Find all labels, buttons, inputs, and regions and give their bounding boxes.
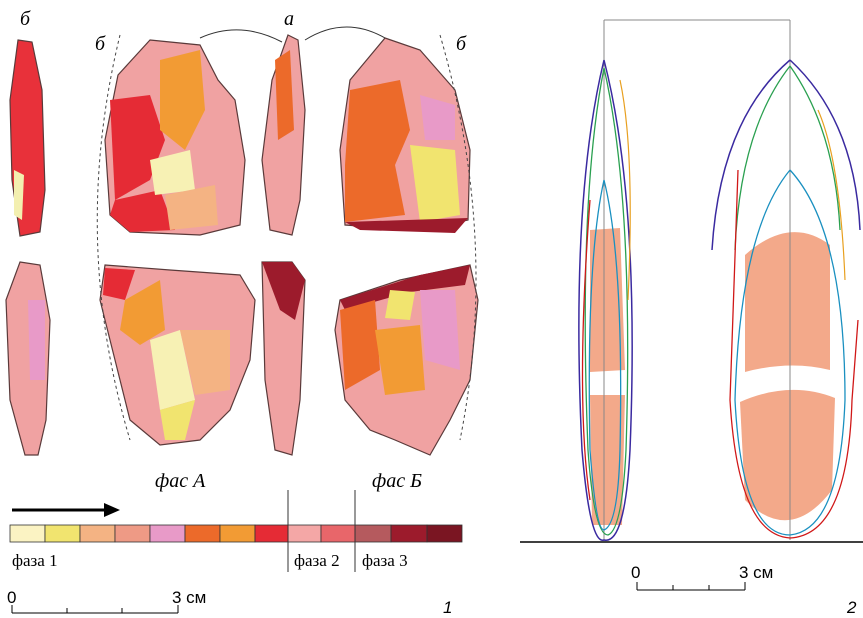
view-label: а [284, 8, 294, 30]
phase-label: фаза 1 [12, 551, 58, 570]
scale-start: 0 [7, 588, 16, 607]
view-label: б [456, 33, 467, 55]
view-label: б [20, 8, 31, 30]
face-label: фас А [155, 470, 206, 492]
scale-bar [12, 605, 178, 613]
panel-number: 2 [846, 598, 857, 617]
phase-label: фаза 3 [362, 551, 408, 570]
arrow-head [104, 503, 120, 517]
cross-section-overlay [579, 20, 860, 540]
phase-color-scale [10, 525, 462, 542]
panel-number: 1 [443, 598, 452, 617]
scale-start: 0 [631, 563, 640, 582]
artifact-drawings [6, 27, 478, 455]
view-label: б [95, 33, 106, 55]
figure: б б а б фас А фас Б фаза 1 фаза 2 фаза 3… [0, 0, 863, 618]
scale-end: 3 см [172, 588, 206, 607]
scale-bar [637, 582, 745, 590]
scale-end: 3 см [739, 563, 773, 582]
face-label: фас Б [372, 470, 422, 492]
phase-label: фаза 2 [294, 551, 340, 570]
